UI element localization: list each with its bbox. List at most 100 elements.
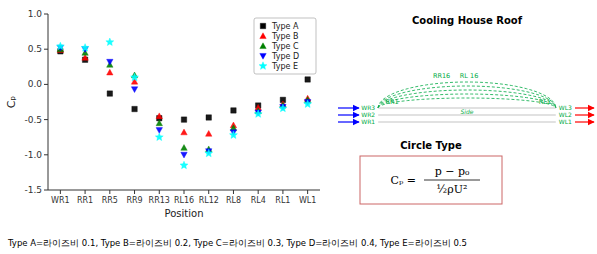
legend-label: Type D: [271, 52, 299, 61]
wind-out-arrow: [575, 121, 594, 122]
point: [180, 161, 188, 169]
point: [205, 149, 213, 157]
y-axis-line: [48, 14, 49, 190]
roof-arch: [378, 82, 556, 108]
point: [304, 100, 312, 108]
legend-marker: [260, 23, 265, 28]
legend-frame: [254, 18, 316, 74]
series: [58, 49, 311, 123]
x-tick: [109, 190, 110, 194]
legend: Type AType BType CType DType E: [254, 18, 316, 74]
x-tick: [134, 190, 135, 194]
point: [131, 73, 139, 81]
diagram: Cooling House RoofSideRR16RL 16RR1RL1WR3…: [338, 15, 594, 204]
wind-out-arrow: [575, 114, 594, 115]
x-tick: [60, 190, 61, 194]
point: [107, 91, 112, 96]
point: [231, 108, 236, 113]
wind-out-arrow: [575, 107, 594, 108]
caption: Type A=라이즈비 0.1, Type B=라이즈비 0.2, Type C…: [7, 238, 467, 248]
y-tick: [44, 190, 48, 191]
y-tick-label: 0.5: [28, 44, 42, 54]
point: [131, 87, 137, 93]
point: [106, 38, 114, 46]
wall-line: [378, 115, 556, 116]
wall-label: WR3: [361, 104, 375, 111]
wind-in-arrow: [338, 107, 359, 108]
wall-label: WL2: [559, 111, 572, 118]
legend-marker: [259, 62, 267, 70]
point: [279, 104, 287, 112]
point: [181, 117, 186, 122]
diagram-title: Circle Type: [400, 140, 462, 151]
point: [156, 120, 162, 126]
roof-arch: [378, 94, 556, 108]
y-tick-label: -1.5: [24, 185, 42, 195]
roof-arch: [378, 86, 556, 108]
y-tick-label: -1.0: [24, 150, 42, 160]
point: [254, 110, 262, 118]
x-tick-label: RL4: [251, 196, 266, 205]
x-tick-label: WL1: [299, 196, 316, 205]
point: [81, 44, 89, 52]
y-axis-label: Cₚ: [5, 96, 18, 109]
legend-label: Type A: [271, 22, 299, 31]
series: [56, 38, 311, 169]
x-tick-label: RR1: [77, 196, 93, 205]
diagram-label: RR16: [433, 72, 450, 80]
x-tick-label: RL8: [226, 196, 241, 205]
x-tick-label: WR1: [51, 196, 70, 205]
x-tick-label: RR5: [102, 196, 118, 205]
x-tick-label: RR9: [126, 196, 142, 205]
x-axis-label: Position: [165, 208, 204, 219]
diagram-title: Cooling House Roof: [412, 15, 523, 26]
wind-in-arrow: [338, 121, 359, 122]
legend-label: Type B: [271, 32, 298, 41]
legend-marker: [260, 43, 266, 49]
point: [155, 133, 163, 141]
y-tick: [44, 14, 48, 15]
point: [181, 145, 187, 151]
y-tick: [44, 49, 48, 50]
diagram-label: RR1: [385, 98, 398, 106]
y-tick-label: 0.0: [28, 79, 43, 89]
point: [156, 113, 162, 119]
wind-in-arrow: [338, 114, 359, 115]
diagram-label: RL1: [539, 98, 551, 106]
formula-fraction-bar: [424, 180, 480, 181]
y-tick: [44, 84, 48, 85]
point: [107, 69, 113, 75]
axes: -1.5-1.0-0.50.00.51.0WR1RR1RR5RR9RR13RL1…: [5, 9, 320, 219]
x-tick-label: RL1: [275, 196, 290, 205]
x-tick-label: RL16: [174, 196, 194, 205]
x-tick: [307, 190, 308, 194]
x-tick-label: RR13: [149, 196, 170, 205]
wall-label: WL3: [559, 104, 572, 111]
y-tick: [44, 119, 48, 120]
point: [107, 59, 113, 65]
series: [57, 47, 311, 137]
legend-label: Type E: [271, 62, 298, 71]
point: [181, 152, 187, 158]
x-tick: [208, 190, 209, 194]
series: [57, 45, 311, 158]
y-tick: [44, 154, 48, 155]
formula-box: [360, 156, 502, 204]
formula-text: Cₚ =: [390, 174, 416, 187]
point: [156, 128, 162, 134]
diagram-label: Side: [461, 108, 474, 115]
point: [132, 106, 137, 111]
y-tick-label: -0.5: [24, 115, 42, 125]
x-tick: [258, 190, 259, 194]
wall-label: WL1: [559, 118, 572, 125]
point: [206, 130, 212, 136]
legend-label: Type C: [271, 42, 299, 51]
legend-marker: [260, 53, 266, 59]
x-tick: [233, 190, 234, 194]
x-tick: [184, 190, 185, 194]
formula-text: ½ρU²: [437, 183, 468, 196]
point: [305, 77, 310, 82]
roof-arch: [378, 98, 556, 108]
wall-label: WR2: [361, 111, 375, 118]
point: [181, 129, 187, 135]
